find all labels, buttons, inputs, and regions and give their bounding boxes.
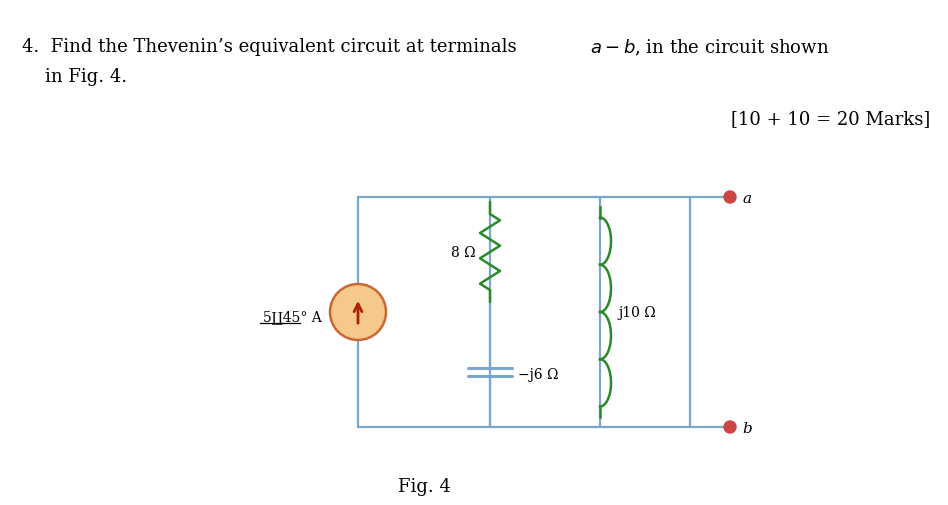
Text: 8 Ω: 8 Ω: [451, 245, 476, 260]
Text: 5∐45° A: 5∐45° A: [264, 310, 322, 323]
Circle shape: [724, 421, 736, 433]
Text: Fig. 4: Fig. 4: [397, 477, 450, 495]
Text: b: b: [742, 421, 752, 435]
Text: a: a: [742, 191, 751, 206]
Text: −j6 Ω: −j6 Ω: [518, 367, 558, 381]
Text: j10 Ω: j10 Ω: [618, 306, 656, 319]
Text: 4.  Find the Thevenin’s equivalent circuit at terminals: 4. Find the Thevenin’s equivalent circui…: [22, 38, 522, 56]
Text: $a - b$, in the circuit shown: $a - b$, in the circuit shown: [590, 38, 830, 58]
Text: [10 + 10 = 20 Marks]: [10 + 10 = 20 Marks]: [731, 110, 930, 128]
Circle shape: [330, 284, 386, 340]
Text: in Fig. 4.: in Fig. 4.: [22, 68, 127, 86]
Circle shape: [724, 191, 736, 204]
